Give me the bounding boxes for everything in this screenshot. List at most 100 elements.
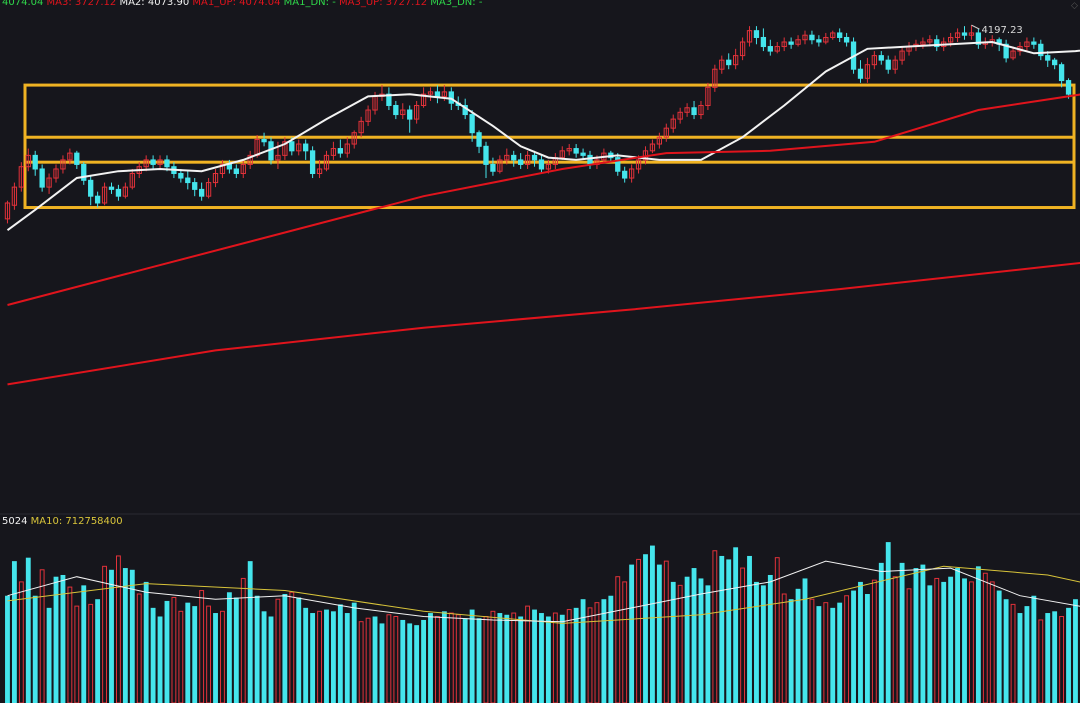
volume-bar: [324, 609, 329, 703]
volume-bar: [95, 599, 101, 703]
volume-bar: [490, 610, 496, 703]
candle-body: [885, 59, 891, 70]
volume-bar: [684, 576, 690, 703]
candle-body: [205, 182, 212, 197]
volume-bar: [878, 562, 884, 703]
candle-body: [545, 163, 552, 170]
highlight-box-1: [23, 83, 1076, 164]
volume-bar: [1017, 613, 1023, 703]
volume-bar: [816, 606, 822, 703]
volume-bar: [643, 554, 648, 703]
candle-body: [219, 163, 226, 175]
volume-bar: [1045, 613, 1051, 703]
volume-bar: [788, 599, 794, 703]
candle-body: [393, 104, 399, 116]
volume-bar: [136, 593, 142, 703]
volume-bar: [150, 607, 156, 703]
candle-body: [615, 157, 621, 172]
candle-body: [275, 154, 281, 161]
candle-body: [871, 55, 878, 66]
volume-bar: [476, 618, 482, 703]
high-annotation: 4197.23: [971, 24, 1023, 36]
candle-body: [282, 141, 288, 156]
volume-bar: [858, 581, 863, 703]
high-annotation-label: 4197.23: [981, 25, 1022, 36]
candle-body: [559, 150, 565, 159]
volume-bar: [982, 572, 988, 703]
volume-bar: [129, 569, 135, 703]
volume-bar: [1066, 607, 1071, 703]
volume-bar: [303, 607, 309, 703]
highlight-box-2: [23, 135, 1076, 210]
candle-body: [566, 148, 572, 152]
volume-bar: [435, 616, 440, 703]
candle-body: [400, 109, 406, 116]
volume-bar: [698, 578, 704, 703]
candle-body: [157, 159, 163, 165]
legend-item: MA10: 712758400: [27, 516, 122, 527]
candle-body: [129, 173, 135, 188]
candle-body: [1024, 41, 1030, 48]
candle-body: [150, 159, 156, 165]
chevron-icon[interactable]: ◇: [1071, 1, 1078, 11]
volume-bar: [650, 545, 655, 703]
volume-bar: [1003, 599, 1009, 703]
price-legend: 4074.04 MA3: 3727.12 MA2: 4073.90 MA1_UP…: [2, 0, 483, 8]
volume-bar: [60, 574, 66, 703]
candle-body: [441, 91, 448, 97]
volume-bar: [670, 581, 676, 703]
volume-bar: [351, 602, 357, 703]
volume-bar: [906, 588, 912, 703]
volume-bar: [25, 557, 31, 703]
candle-body: [469, 114, 475, 134]
volume-bar: [629, 564, 635, 703]
volume-bar: [462, 618, 468, 703]
volume-bar: [913, 568, 919, 703]
volume-bar: [282, 594, 288, 703]
volume-bar: [539, 613, 544, 703]
volume-bar: [268, 616, 274, 703]
candle-body: [289, 141, 295, 152]
candle-body: [247, 154, 253, 165]
candle-body: [88, 179, 94, 197]
candle-body: [434, 91, 441, 97]
volume-bar: [1059, 616, 1065, 703]
volume-bar: [441, 611, 447, 703]
volume-bar: [247, 561, 253, 703]
volume-bar: [712, 550, 718, 703]
volume-bar: [532, 609, 537, 703]
candle-body: [240, 163, 246, 175]
volume-bar: [892, 576, 898, 703]
candle-body: [719, 59, 725, 70]
candle-body: [309, 150, 316, 175]
candle-body: [691, 107, 697, 116]
candle-body: [622, 170, 628, 179]
candle-body: [947, 36, 954, 43]
volume-bar: [989, 581, 995, 703]
ma-line-ma1: [7, 93, 1080, 306]
candle-body: [351, 132, 357, 145]
volume-bar: [88, 603, 94, 703]
volume-bar: [1024, 606, 1030, 703]
volume-bar: [386, 614, 392, 703]
volume-bar: [941, 581, 947, 703]
legend-item: MA2: 4073.90: [116, 0, 189, 8]
candle-body: [4, 202, 11, 220]
volume-bar: [261, 611, 267, 703]
candle-body: [32, 154, 38, 170]
volume-bar: [719, 555, 725, 703]
candle-body: [337, 148, 344, 154]
volume-bar: [192, 606, 198, 703]
candle-body: [878, 55, 884, 61]
candle-body: [386, 93, 392, 106]
candle-body: [261, 139, 267, 143]
volume-bar: [102, 565, 107, 703]
candle-body: [573, 148, 579, 154]
ma-line-ma3: [7, 262, 1080, 386]
volume-bar: [164, 600, 170, 703]
candle-body: [1038, 43, 1044, 57]
candle-body: [511, 154, 517, 161]
volume-bar: [733, 547, 739, 703]
candle-body: [927, 39, 933, 43]
legend-item: 4074.04: [2, 0, 43, 8]
